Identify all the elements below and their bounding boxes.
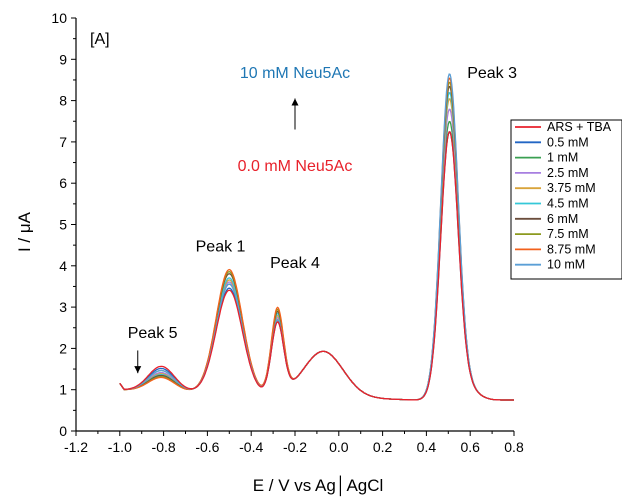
- axes: -1.2 -1.0 -0.8 -0.6 -0.4 -0.2 0.0 0.2 0.4 0.6 0.8 0…: [51, 10, 524, 455]
- series-line: [119, 73, 514, 401]
- arrow-head: [291, 98, 299, 106]
- x-tick-label: 0.4: [417, 439, 437, 455]
- x-tick-label: -1.2: [64, 439, 88, 455]
- y-axis-label: I / μA: [15, 211, 34, 252]
- legend-entry: 10 mM: [547, 258, 585, 272]
- legend-entry: ARS + TBA: [547, 120, 612, 134]
- annotation-label: Peak 3: [467, 65, 517, 82]
- annotation-label: Peak 5: [128, 325, 178, 342]
- y-tick-label: 6: [59, 175, 67, 191]
- legend-entry: 2.5 mM: [547, 166, 589, 180]
- y-tick-label: 2: [59, 340, 67, 356]
- y-tick-label: 9: [59, 51, 67, 67]
- x-tick-label: -0.8: [152, 439, 176, 455]
- y-tick-label: 1: [59, 382, 67, 398]
- y-tick-label: 10: [51, 10, 67, 26]
- legend-entry: 8.75 mM: [547, 242, 596, 256]
- x-tick-label: -0.6: [195, 439, 219, 455]
- x-axis-label: E / V vs Ag│AgCl: [253, 475, 384, 497]
- legend-box: [510, 119, 622, 280]
- y-tick-label: 7: [59, 134, 67, 150]
- annotation-label: 0.0 mM Neu5Ac: [238, 158, 353, 175]
- legend-entry: 3.75 mM: [547, 181, 596, 195]
- series-line: [119, 131, 514, 401]
- legend-entry: 7.5 mM: [547, 227, 589, 241]
- annotation-label: 10 mM Neu5Ac: [240, 65, 350, 82]
- legend-entry: 1 mM: [547, 151, 578, 165]
- x-tick-label: 0.6: [460, 439, 480, 455]
- panel-label: [A]: [90, 31, 110, 48]
- x-tick-label: -0.4: [239, 439, 263, 455]
- x-tick-label: 0.2: [373, 439, 393, 455]
- x-tick-label: -0.2: [283, 439, 307, 455]
- x-tick-label: 0.8: [504, 439, 524, 455]
- annotations: Peak 1 Peak 4 Peak 3 Peak 5 10 mM Neu5Ac 0.0 …: [128, 65, 517, 374]
- y-tick-label: 5: [59, 217, 67, 233]
- y-tick-label: 3: [59, 299, 67, 315]
- y-tick-label: 8: [59, 93, 67, 109]
- y-tick-label: 4: [59, 258, 67, 274]
- legend-entry: 6 mM: [547, 212, 578, 226]
- x-tick-label: 0.0: [329, 439, 349, 455]
- x-tick-label: -1.0: [108, 439, 132, 455]
- plot-lines: [119, 73, 514, 401]
- legend-entry: 0.5 mM: [547, 135, 589, 149]
- legend-entry: 4.5 mM: [547, 197, 589, 211]
- arrow-head: [134, 366, 142, 374]
- annotation-label: Peak 1: [196, 238, 246, 255]
- annotation-label: Peak 4: [270, 255, 320, 272]
- y-tick-label: 0: [59, 423, 67, 439]
